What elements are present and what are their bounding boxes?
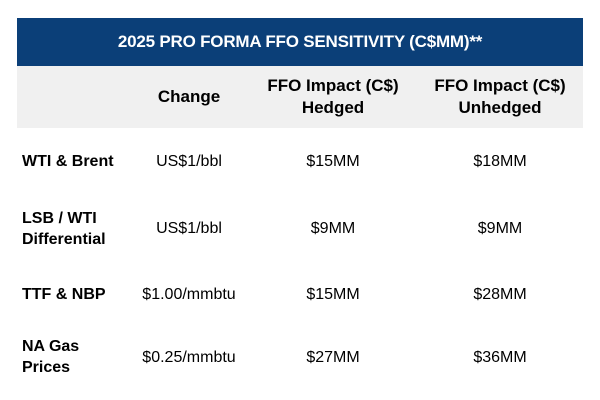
change-cell: $1.00/mmbtu bbox=[142, 285, 236, 303]
column-header-row: Change FFO Impact (C$) Hedged FFO Impact … bbox=[17, 66, 583, 128]
unhedged-cell: $36MM bbox=[473, 348, 527, 366]
row-label: TTF & NBP bbox=[17, 284, 129, 305]
row-label-line1: NA Gas bbox=[22, 338, 80, 355]
header-change: Change bbox=[157, 87, 221, 106]
header-hedged-line1: FFO Impact (C$) bbox=[267, 76, 399, 95]
header-unhedged-line1: FFO Impact (C$) bbox=[434, 76, 566, 95]
hedged-cell: $9MM bbox=[310, 220, 356, 237]
table-title: 2025 PRO FORMA FFO SENSITIVITY (C$MM)** bbox=[17, 18, 583, 66]
change-cell: US$1/bbl bbox=[156, 153, 222, 170]
unhedged-cell: $18MM bbox=[473, 153, 527, 170]
header-hedged: FFO Impact (C$) Hedged bbox=[249, 75, 417, 119]
header-unhedged-line2: Unhedged bbox=[458, 98, 542, 117]
header-unhedged: FFO Impact (C$) Unhedged bbox=[417, 75, 583, 119]
hedged-cell: $15MM bbox=[306, 285, 360, 303]
table-row: TTF & NBP $1.00/mmbtu $15MM $28MM bbox=[17, 262, 583, 326]
row-label-line1: LSB / WTI bbox=[22, 209, 97, 227]
row-label-line2: Prices bbox=[22, 359, 71, 376]
header-hedged-line2: Hedged bbox=[301, 98, 365, 117]
table-row: NA Gas Prices $0.25/mmbtu $27MM $36MM bbox=[17, 326, 583, 388]
table-row: LSB / WTI Differential US$1/bbl $9MM $9MM bbox=[17, 195, 583, 262]
row-label-line1: WTI & Brent bbox=[22, 153, 114, 170]
row-label: WTI & Brent bbox=[17, 151, 129, 172]
unhedged-cell: $28MM bbox=[473, 285, 527, 303]
change-cell: $0.25/mmbtu bbox=[142, 348, 236, 366]
row-label-line2: Differential bbox=[22, 230, 106, 248]
unhedged-cell: $9MM bbox=[477, 220, 523, 237]
table-row: WTI & Brent US$1/bbl $15MM $18MM bbox=[17, 128, 583, 195]
row-label: LSB / WTI Differential bbox=[17, 208, 129, 250]
change-cell: US$1/bbl bbox=[156, 220, 222, 237]
row-label-line1: TTF & NBP bbox=[22, 285, 106, 303]
row-label: NA Gas Prices bbox=[17, 336, 129, 378]
hedged-cell: $27MM bbox=[306, 348, 360, 366]
ffo-sensitivity-table: 2025 PRO FORMA FFO SENSITIVITY (C$MM)** … bbox=[17, 18, 583, 388]
hedged-cell: $15MM bbox=[306, 153, 360, 170]
